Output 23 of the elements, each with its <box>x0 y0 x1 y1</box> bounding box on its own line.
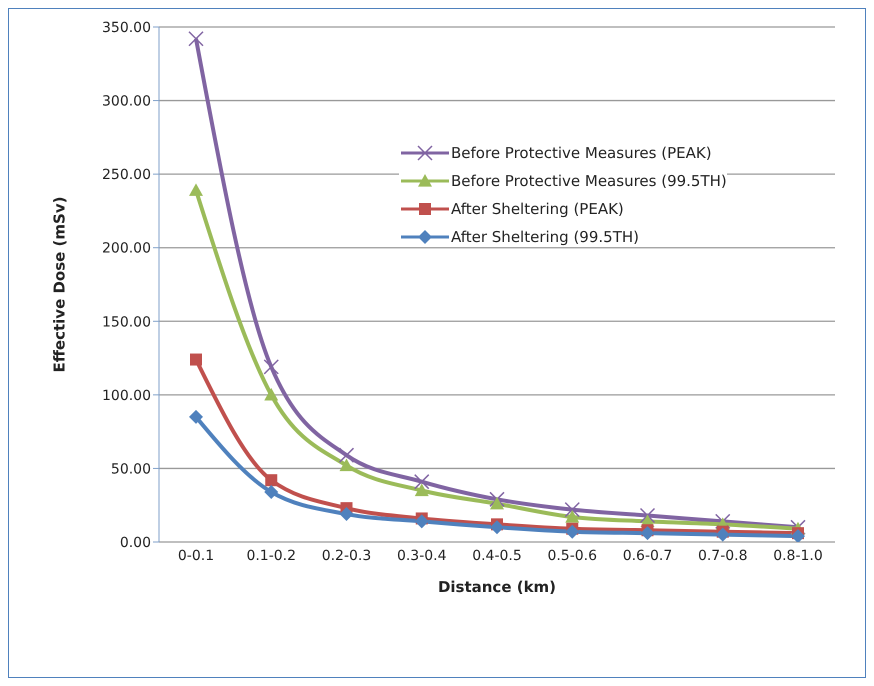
y-tick-label: 0.00 <box>120 534 151 551</box>
legend-label: After Sheltering (99.5TH) <box>451 228 639 246</box>
y-axis-title: Effective Dose (mSv) <box>50 196 68 372</box>
y-tick-label: 100.00 <box>102 388 151 404</box>
x-tick-label: 0.4-0.5 <box>472 548 522 564</box>
y-tick-label: 50.00 <box>110 461 151 478</box>
y-tick-label: 350.00 <box>102 20 151 36</box>
y-tick-label: 200.00 <box>102 240 151 257</box>
y-tick-label: 150.00 <box>102 314 151 330</box>
legend-label: Before Protective Measures (99.5TH) <box>451 172 727 190</box>
x-tick-label: 0.8-1.0 <box>773 548 823 564</box>
legend-label: Before Protective Measures (PEAK) <box>451 144 712 162</box>
x-tick-label: 0.6-0.7 <box>622 548 672 564</box>
x-tick-label: 0.5-0.6 <box>547 548 598 564</box>
x-tick-label: 0-0.1 <box>178 548 214 564</box>
y-tick-label: 250.00 <box>102 167 151 184</box>
x-tick-label: 0.7-0.8 <box>698 548 748 564</box>
x-tick-label: 0.1-0.2 <box>246 548 296 564</box>
y-tick-label: 300.00 <box>102 94 151 110</box>
x-tick-label: 0.3-0.4 <box>396 548 447 564</box>
x-tick-label: 0.2-0.3 <box>322 548 372 564</box>
legend-label: After Sheltering (PEAK) <box>451 200 624 218</box>
x-axis-title: Distance (km) <box>438 578 556 596</box>
